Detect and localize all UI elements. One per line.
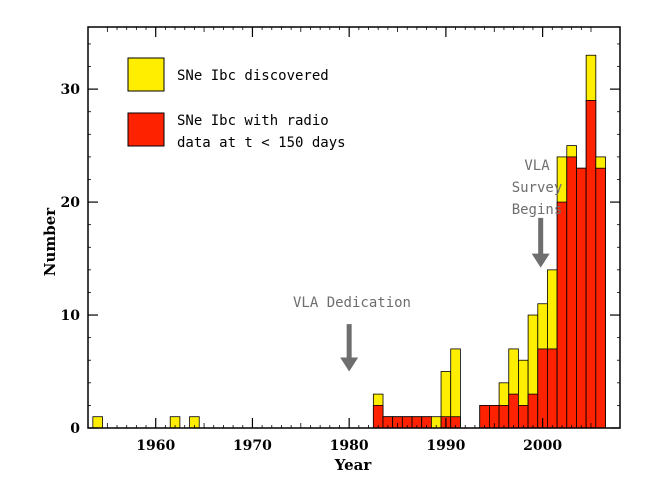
vla-dedication-arrow-icon [340, 324, 359, 372]
vla-survey-arrow-icon [531, 217, 550, 268]
bar-radio [537, 348, 548, 429]
legend-swatch-radio [127, 112, 165, 147]
bar-discovered [92, 416, 103, 429]
bars-layer [92, 54, 606, 429]
bar-radio [508, 393, 519, 429]
vla-survey-label-line2: Survey [512, 180, 563, 196]
y-tick-label: 30 [61, 82, 81, 98]
annotation-vla-survey: VLA Survey Begins [512, 158, 563, 268]
y-axis-title: Number [41, 207, 59, 277]
x-tick-label: 1990 [426, 438, 465, 454]
vla-dedication-label: VLA Dedication [293, 295, 411, 311]
x-tick-label: 1960 [136, 438, 175, 454]
x-axis-title: Year [334, 456, 373, 474]
legend-label-radio-line2: data at t < 150 days [177, 135, 346, 151]
vla-survey-label-line3: Begins [512, 202, 563, 218]
y-tick-label: 0 [70, 421, 80, 437]
annotation-vla-dedication: VLA Dedication [293, 295, 411, 372]
arrow-head [340, 357, 359, 372]
x-tick-label: 1970 [233, 438, 272, 454]
arrow-head [531, 253, 550, 268]
bar-radio [585, 100, 597, 429]
bar-radio [498, 405, 510, 429]
bar-radio [527, 393, 539, 429]
vla-survey-label-line1: VLA [524, 158, 550, 174]
bar-radio [372, 405, 384, 429]
legend-label-radio-line1: SNe Ibc with radio [177, 113, 329, 129]
plot-frame [87, 26, 621, 429]
y-tick-label: 20 [61, 195, 81, 211]
legend-label-discovered: SNe Ibc discovered [177, 68, 329, 84]
y-tick-label: 10 [61, 308, 81, 324]
bar-radio [566, 156, 577, 429]
legend: SNe Ibc discovered SNe Ibc with radio da… [127, 57, 346, 151]
bar-discovered [450, 348, 461, 429]
bar-radio [556, 201, 568, 429]
ticks-layer: 1960 1970 1980 1990 2000 0 10 20 30 [61, 27, 620, 454]
legend-swatch-discovered [127, 57, 165, 92]
bar-radio [518, 405, 529, 429]
bar-radio [547, 348, 558, 429]
bar-radio [595, 167, 606, 429]
bar-radio [576, 167, 587, 429]
x-tick-label: 2000 [523, 438, 562, 454]
x-tick-label: 1980 [330, 438, 369, 454]
bar-radio [479, 405, 490, 429]
